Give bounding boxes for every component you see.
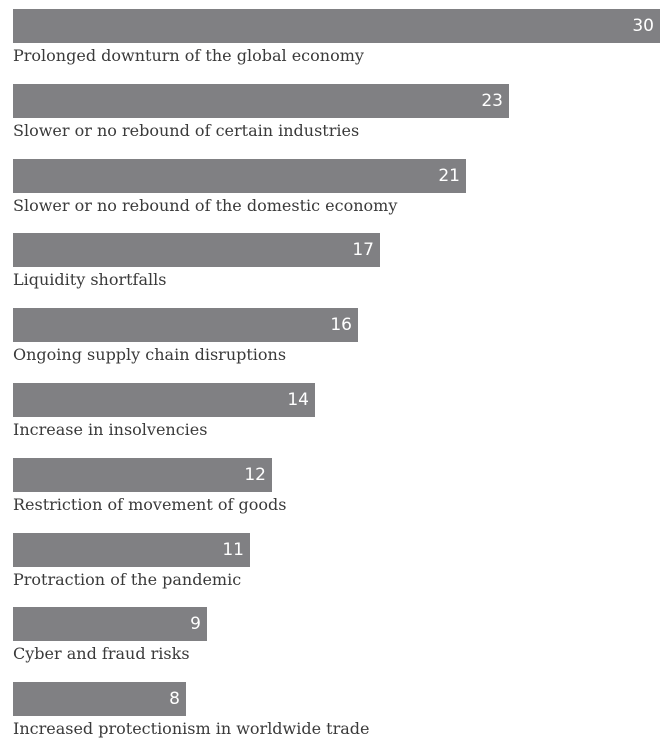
category-label: Ongoing supply chain disruptions bbox=[13, 345, 287, 365]
bar: 9 bbox=[13, 607, 207, 642]
bar: 23 bbox=[13, 83, 509, 118]
category-label: Protraction of the pandemic bbox=[13, 569, 242, 589]
bar: 11 bbox=[13, 532, 250, 567]
category-label: Prolonged downturn of the global economy bbox=[13, 46, 364, 65]
bar-value-label: 8 bbox=[169, 689, 180, 710]
bar: 16 bbox=[13, 308, 358, 343]
bar-value-label: 11 bbox=[222, 539, 244, 560]
bar: 30 bbox=[13, 9, 660, 43]
bar-value-label: 30 bbox=[632, 16, 654, 36]
bar-value-label: 21 bbox=[438, 165, 460, 186]
bar: 21 bbox=[13, 158, 466, 193]
category-label: Slower or no rebound of certain industri… bbox=[13, 120, 360, 140]
category-label: Liquidity shortfalls bbox=[13, 270, 167, 290]
category-label: Increased protectionism in worldwide tra… bbox=[13, 719, 370, 739]
bar-value-label: 12 bbox=[244, 464, 266, 485]
bar: 14 bbox=[13, 383, 315, 417]
bar: 17 bbox=[13, 233, 380, 268]
bar: 8 bbox=[13, 682, 186, 717]
category-label: Cyber and fraud risks bbox=[13, 644, 190, 664]
category-label: Increase in insolvencies bbox=[13, 420, 208, 439]
bar: 12 bbox=[13, 457, 272, 492]
bar-value-label: 9 bbox=[190, 614, 201, 635]
category-label: Restriction of movement of goods bbox=[13, 494, 287, 514]
bar-value-label: 23 bbox=[481, 90, 503, 111]
bar-value-label: 16 bbox=[330, 315, 352, 336]
bar-value-label: 17 bbox=[352, 240, 374, 261]
category-label: Slower or no rebound of the domestic eco… bbox=[13, 195, 398, 215]
bar-value-label: 14 bbox=[287, 390, 309, 410]
